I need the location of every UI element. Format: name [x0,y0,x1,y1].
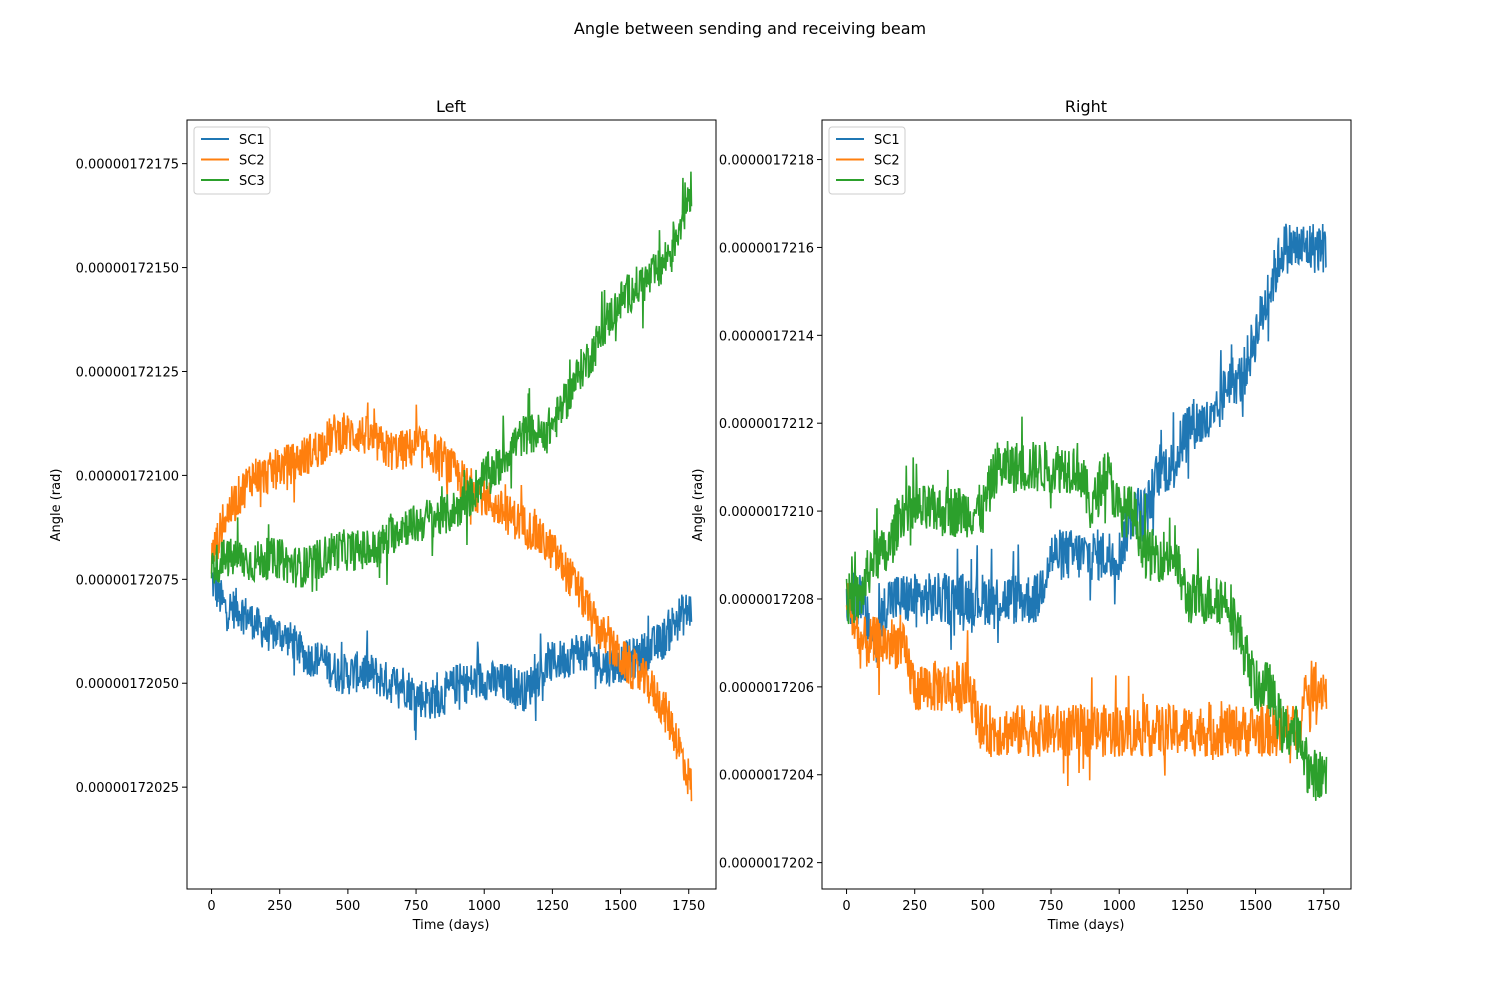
left-y-tick-label: 0.00000172075 [76,573,179,588]
right-x-tick-label: 1000 [1103,899,1136,914]
right-chart-title: Right [1065,97,1107,116]
figure-suptitle: Angle between sending and receiving beam [574,19,926,38]
left-legend-label-sc1: SC1 [239,133,265,148]
left-y-tick-label: 0.00000172150 [76,262,179,277]
right-x-tick-label: 1750 [1307,899,1340,914]
left-legend-label-sc2: SC2 [239,154,265,169]
right-series-layer [845,223,1328,801]
right-x-tick-label: 1250 [1171,899,1204,914]
right-x-ticks: 0 250 500 750 1000 1250 1500 1750 [842,889,1340,914]
left-y-tick-label: 0.00000172125 [76,365,179,380]
left-x-tick-label: 1250 [536,899,569,914]
right-y-tick-label: 0.0000017210 [719,505,814,520]
right-y-tick-label: 0.0000017208 [719,593,814,608]
right-x-tick-label: 1500 [1239,899,1272,914]
left-x-tick-label: 250 [267,899,292,914]
right-y-tick-label: 0.0000017206 [719,681,814,696]
left-series-sc1-line [210,571,693,741]
left-legend-box [193,126,271,195]
right-y-axis-title: Angle (rad) [691,469,706,542]
left-series-layer [210,171,693,802]
left-x-tick-label: 1000 [468,899,501,914]
left-y-tick-label: 0.00000172100 [76,469,179,484]
right-y-tick-label: 0.0000017202 [719,857,814,872]
right-x-tick-label: 0 [842,899,850,914]
right-x-tick-label: 500 [970,899,995,914]
right-chart: Right 0 250 500 750 1000 1250 1500 1750 0.00000… [691,97,1352,933]
left-y-tick-label: 0.00000172175 [76,158,179,173]
right-legend-label-sc1: SC1 [874,133,900,148]
left-series-sc2-line [210,402,693,802]
left-y-tick-label: 0.00000172050 [76,677,179,692]
right-y-tick-label: 0.0000017212 [719,417,814,432]
right-y-tick-label: 0.0000017218 [719,154,814,169]
left-plot-area [187,120,716,889]
right-y-tick-label: 0.0000017204 [719,769,814,784]
left-legend: SC1 SC2 SC3 [193,126,271,195]
right-x-axis-title: Time (days) [1047,918,1125,933]
left-series-sc3-line [210,171,693,592]
right-series-sc1-line [845,223,1327,663]
left-legend-label-sc3: SC3 [239,174,265,189]
right-x-tick-label: 250 [902,899,927,914]
right-y-ticks: 0.0000017202 0.0000017204 0.0000017206 0.00… [719,154,822,872]
left-chart-title: Left [436,97,466,116]
left-x-axis-title: Time (days) [412,918,490,933]
left-x-tick-label: 0 [207,899,215,914]
right-plot-frame [821,119,1352,890]
left-x-tick-label: 1500 [604,899,637,914]
left-x-tick-label: 1750 [672,899,705,914]
left-plot-frame [186,119,717,890]
right-series-sc2-line [845,583,1328,787]
right-legend-box [828,126,906,195]
right-legend: SC1 SC2 SC3 [828,126,906,195]
left-x-tick-label: 500 [335,899,360,914]
right-legend-label-sc2: SC2 [874,154,900,169]
right-series-sc3-line [845,416,1328,801]
left-x-tick-label: 750 [404,899,429,914]
left-y-axis-title: Angle (rad) [49,469,64,542]
right-y-tick-label: 0.0000017216 [719,241,814,256]
right-y-tick-label: 0.0000017214 [719,329,814,344]
right-legend-label-sc3: SC3 [874,174,900,189]
left-x-ticks: 0 250 500 750 1000 1250 1500 1750 [207,889,705,914]
right-x-tick-label: 750 [1039,899,1064,914]
left-y-ticks: 0.00000172025 0.00000172050 0.00000172075 0… [76,158,187,796]
left-y-tick-label: 0.00000172025 [76,781,179,796]
left-chart: Left 0 250 500 750 1000 1250 1500 1750 0.000001… [49,97,717,933]
